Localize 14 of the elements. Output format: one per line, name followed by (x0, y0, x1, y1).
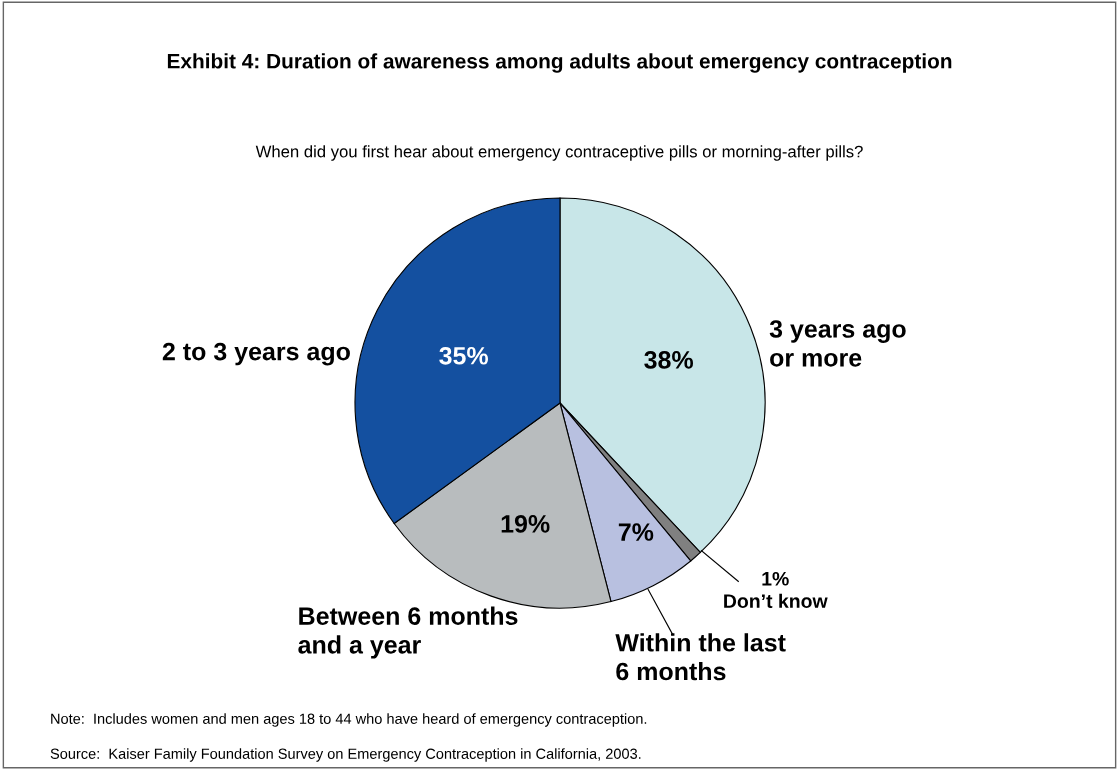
slice-label: Between 6 months and a year (298, 606, 518, 659)
text: Note: Includes women and men ages 18 to 44 who have heard of emergency contraception. (51, 713, 647, 727)
data-label: 19% (501, 515, 550, 533)
slice-label: Don’t know (724, 593, 828, 608)
slice-label: 3 years ago or more (769, 320, 906, 367)
slice-label: 2 to 3 years ago (162, 342, 350, 366)
data-label: 38% (644, 351, 694, 369)
data-label: 7% (618, 523, 654, 541)
slice-label: Within the last 6 months (615, 633, 786, 681)
data-label: 35% (439, 346, 489, 365)
source-note: Source: Kaiser Family Foundation Survey on Emergency Contraception in California, 2003. (50, 748, 641, 762)
data-label: 1% (762, 571, 789, 586)
chart-subtitle: When did you first hear about emergency contraceptive pills or morning-after pills? (255, 145, 863, 161)
chart-title: Exhibit 4: Duration of awareness among adults about emergency contraception (167, 53, 952, 73)
